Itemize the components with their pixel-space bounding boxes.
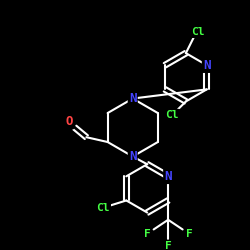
Text: N: N: [203, 59, 210, 72]
Text: N: N: [129, 92, 136, 105]
Text: Cl: Cl: [166, 110, 179, 120]
Text: Cl: Cl: [96, 203, 110, 213]
Text: N: N: [129, 150, 136, 163]
Text: Cl: Cl: [191, 27, 204, 37]
Text: F: F: [165, 241, 172, 250]
Text: O: O: [65, 115, 73, 128]
Text: N: N: [164, 170, 172, 183]
Text: F: F: [144, 229, 150, 239]
Text: F: F: [186, 229, 193, 239]
